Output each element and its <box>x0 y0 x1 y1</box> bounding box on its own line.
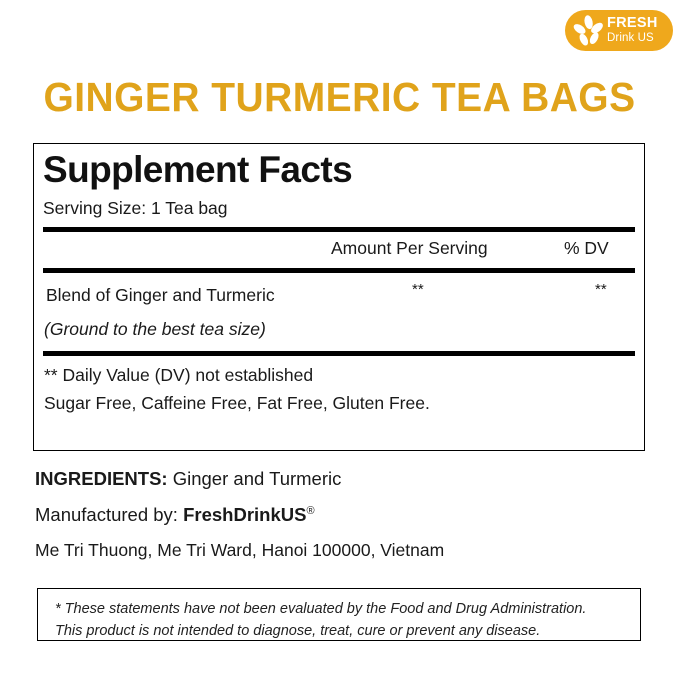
nutrient-amount-value: ** <box>412 280 424 298</box>
supplement-facts-heading: Supplement Facts <box>43 149 353 190</box>
manufacturer-line: Manufactured by: FreshDrinkUS® <box>35 504 655 526</box>
footnote-daily-value: ** Daily Value (DV) not established <box>44 364 314 385</box>
column-header-row: Amount Per Serving % DV <box>43 232 635 262</box>
nutrient-dv-value: ** <box>595 280 607 298</box>
disclaimer-line-2: This product is not intended to diagnose… <box>55 623 541 640</box>
fda-disclaimer-box: * These statements have not been evaluat… <box>37 588 641 641</box>
brand-name-primary: FRESH <box>607 15 658 31</box>
brand-wordmark: FRESH Drink US <box>607 16 658 45</box>
ingredients-label: INGREDIENTS: <box>35 468 168 489</box>
manufactured-by-label: Manufactured by: <box>35 504 178 525</box>
ingredients-line: INGREDIENTS: Ginger and Turmeric <box>35 468 655 490</box>
manufacturer-name: FreshDrinkUS <box>183 504 307 525</box>
rule-above-footnotes <box>43 350 635 356</box>
ingredients-block: INGREDIENTS: Ginger and Turmeric Manufac… <box>35 468 655 561</box>
nutrient-name: Blend of Ginger and Turmeric <box>46 284 275 305</box>
supplement-facts-panel: Supplement Facts Serving Size: 1 Tea bag… <box>33 143 645 451</box>
table-row: Blend of Ginger and Turmeric ** ** <box>43 281 635 315</box>
column-header-percent-dv: % DV <box>564 237 609 258</box>
brand-logo: FRESH Drink US <box>565 10 673 51</box>
nutrient-subnote: (Ground to the best tea size) <box>44 318 266 339</box>
footnote-free-claims: Sugar Free, Caffeine Free, Fat Free, Glu… <box>44 392 430 413</box>
brand-name-secondary: Drink US <box>607 31 654 44</box>
serving-size-text: Serving Size: 1 Tea bag <box>43 197 228 218</box>
rule-below-column-headers <box>43 267 635 273</box>
column-header-amount-per-serving: Amount Per Serving <box>331 237 488 258</box>
ingredients-value: Ginger and Turmeric <box>172 468 342 489</box>
rule-above-column-headers <box>43 226 635 232</box>
manufacturer-address: Me Tri Thuong, Me Tri Ward, Hanoi 100000… <box>35 540 445 560</box>
registered-trademark-icon: ® <box>306 504 315 517</box>
leaf-cluster-icon <box>570 13 606 49</box>
disclaimer-line-1: * These statements have not been evaluat… <box>55 601 587 617</box>
page-title: GINGER TURMERIC TEA BAGS <box>43 74 636 120</box>
